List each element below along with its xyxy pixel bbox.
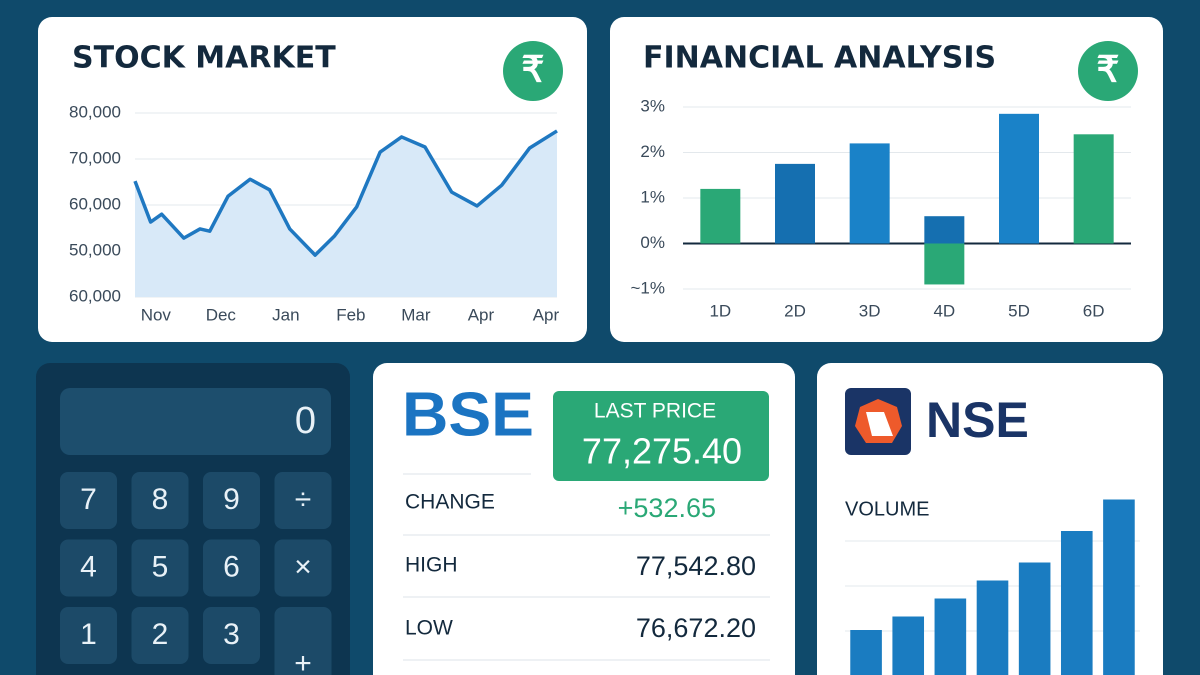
bar bbox=[924, 216, 965, 244]
calc-key-label: ÷ bbox=[295, 483, 311, 516]
calc-key-label: 9 bbox=[223, 483, 240, 516]
badge: ₹ bbox=[1097, 49, 1120, 90]
x-tick-label: 5D bbox=[1008, 301, 1030, 320]
x-tick-label: Jan bbox=[272, 305, 299, 324]
y-tick-label: 0% bbox=[640, 233, 665, 252]
calc-key bbox=[60, 472, 117, 529]
calc-display-text: 0 bbox=[295, 400, 316, 442]
x-tick-label: 4D bbox=[933, 301, 955, 320]
row-value: 77,542.80 bbox=[636, 551, 756, 581]
calc-key bbox=[131, 539, 189, 597]
row-label: LOW bbox=[405, 617, 453, 640]
line bbox=[133, 129, 558, 257]
calc-key bbox=[203, 607, 260, 664]
bar bbox=[976, 580, 1009, 675]
x-tick-label: Feb bbox=[336, 305, 365, 324]
nse-icon-shape bbox=[866, 412, 893, 436]
price: 77,275.40 bbox=[582, 431, 742, 472]
bar bbox=[700, 188, 741, 244]
y-tick-label: 1% bbox=[640, 187, 665, 206]
calc-key bbox=[60, 539, 117, 597]
y-tick-label: 3% bbox=[640, 96, 665, 115]
calc-key-label: 4 bbox=[80, 550, 97, 583]
bar bbox=[1060, 531, 1093, 675]
calc-key-label: × bbox=[294, 550, 312, 583]
area bbox=[135, 130, 557, 297]
calc-key-label: + bbox=[294, 647, 312, 675]
badge-circle bbox=[503, 41, 563, 101]
x-tick-label: Apr bbox=[533, 305, 560, 324]
title: STOCK MARKET bbox=[72, 41, 336, 76]
calc-keys: 7 8 9 ÷ 4 5 6 × 1 2 3 + bbox=[60, 472, 332, 675]
calc-key bbox=[60, 607, 117, 664]
bar bbox=[1018, 562, 1051, 675]
y-tick-label: ~1% bbox=[631, 278, 666, 297]
calc-key bbox=[203, 539, 260, 597]
calc-key-label: 5 bbox=[152, 550, 169, 583]
y-tick-label: 80,000 bbox=[69, 102, 121, 121]
calc-display bbox=[60, 388, 331, 455]
calc-key-label: 7 bbox=[80, 483, 97, 516]
bar bbox=[892, 616, 925, 675]
x-tick-label: 1D bbox=[709, 301, 731, 320]
bar bbox=[1073, 134, 1114, 244]
calc-key bbox=[131, 472, 189, 529]
price-label: LAST PRICE bbox=[594, 400, 716, 423]
calc-key bbox=[203, 472, 260, 529]
nse-logo: NSE bbox=[926, 392, 1029, 448]
x-tick-label: 6D bbox=[1083, 301, 1105, 320]
y-tick-label: 50,000 bbox=[69, 240, 121, 259]
row-label: CHANGE bbox=[405, 491, 495, 514]
row-value: +532.65 bbox=[618, 493, 716, 523]
calc-key-label: 6 bbox=[223, 550, 240, 583]
calc-key-label: 8 bbox=[152, 483, 169, 516]
bar bbox=[849, 143, 890, 244]
x-tick-label: Nov bbox=[141, 305, 172, 324]
volume-title: VOLUME bbox=[845, 498, 929, 520]
calc-key-label: 2 bbox=[152, 618, 169, 651]
price-box bbox=[553, 391, 769, 481]
row-value: 76,672.20 bbox=[636, 613, 756, 643]
y-tick-label: 60,000 bbox=[69, 286, 121, 305]
badge: ₹ bbox=[522, 49, 545, 90]
y-tick-label: 70,000 bbox=[69, 148, 121, 167]
calc-key bbox=[131, 607, 189, 664]
bar bbox=[924, 243, 965, 285]
badge-circle bbox=[1078, 41, 1138, 101]
y-tick-label: 60,000 bbox=[69, 194, 121, 213]
calc-key-label: 3 bbox=[223, 618, 240, 651]
bse-logo: BSE bbox=[402, 380, 534, 449]
calc-key bbox=[274, 539, 332, 597]
calc-key-label: 1 bbox=[80, 618, 97, 651]
x-tick-label: Mar bbox=[401, 305, 431, 324]
y-tick-label: 2% bbox=[640, 142, 665, 161]
x-tick-label: 2D bbox=[784, 301, 806, 320]
x-tick-label: 3D bbox=[859, 301, 881, 320]
x-tick-label: Dec bbox=[206, 305, 237, 324]
bar bbox=[850, 630, 882, 675]
bar bbox=[934, 598, 967, 675]
calc-key bbox=[274, 472, 332, 529]
bar bbox=[1103, 499, 1135, 675]
bar bbox=[999, 113, 1039, 244]
calc-key bbox=[274, 607, 332, 675]
row-label: HIGH bbox=[405, 554, 458, 577]
bar bbox=[775, 163, 815, 244]
x-tick-label: Apr bbox=[468, 305, 495, 324]
title: FINANCIAL ANALYSIS bbox=[643, 41, 996, 76]
